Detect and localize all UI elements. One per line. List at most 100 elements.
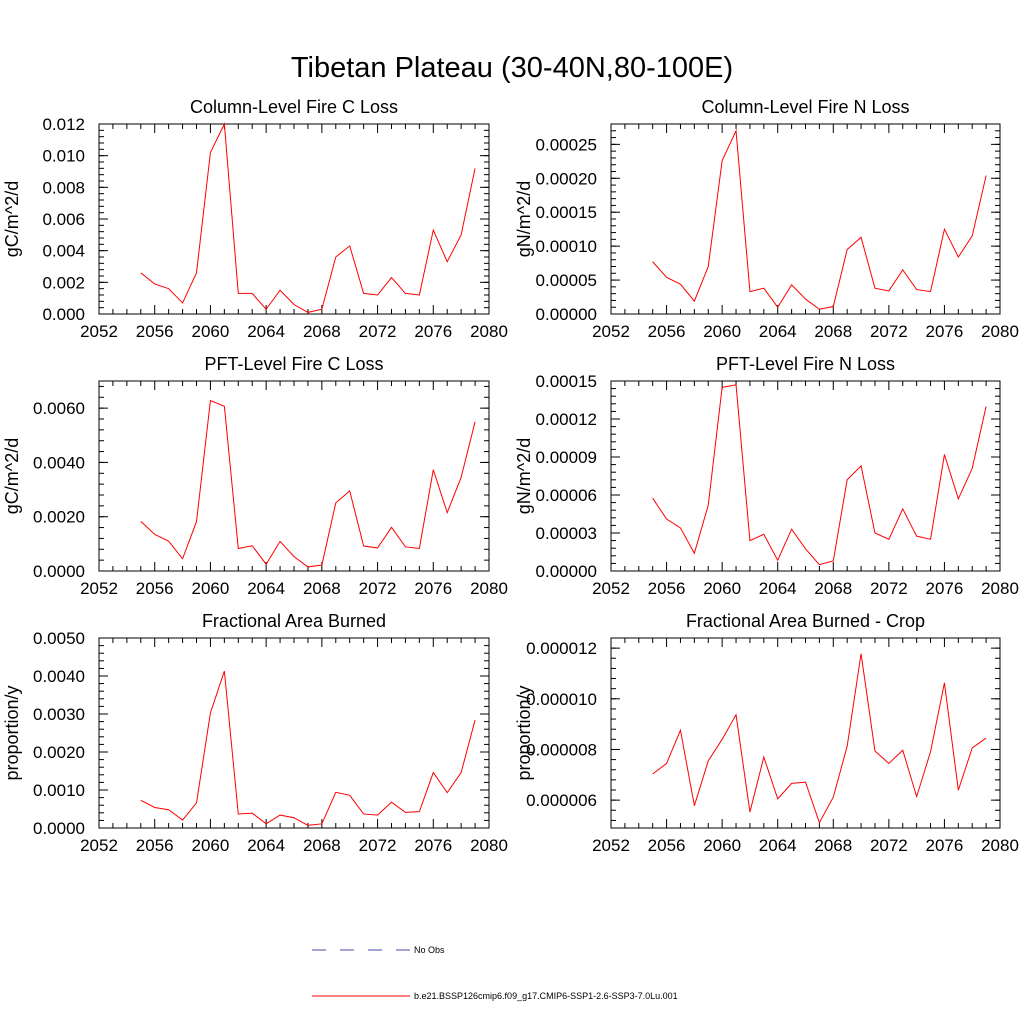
- x-tick-label: 2068: [303, 579, 341, 598]
- y-tick-label: 0.000: [42, 305, 85, 324]
- series-line: [140, 122, 476, 313]
- x-tick-label: 2076: [414, 579, 452, 598]
- x-tick-label: 2052: [80, 579, 118, 598]
- x-tick-label: 2072: [359, 579, 397, 598]
- legend: No Obs b.e21.BSSP126cmip6.f09_g17.CMIP6-…: [312, 945, 678, 1001]
- x-tick-label: 2052: [592, 579, 630, 598]
- y-tick-label: 0.0000: [33, 819, 85, 838]
- panel-6: Fractional Area Burned - Crop proportion/…: [514, 611, 1019, 855]
- x-tick-label: 2080: [981, 322, 1019, 341]
- x-tick-label: 2072: [870, 836, 908, 855]
- series-line: [652, 128, 987, 310]
- y-axis-label: gN/m^2/d: [514, 181, 534, 257]
- series-line: [140, 399, 476, 568]
- x-tick-label: 2072: [870, 322, 908, 341]
- y-tick-label: 0.00000: [536, 562, 597, 581]
- y-axis-label: gN/m^2/d: [514, 438, 534, 514]
- x-tick-label: 2068: [814, 322, 852, 341]
- y-axis-label: proportion/y: [2, 685, 22, 780]
- y-tick-label: 0.00025: [536, 135, 597, 154]
- x-tick-label: 2056: [648, 836, 686, 855]
- y-tick-label: 0.0040: [33, 667, 85, 686]
- x-tick-label: 2064: [759, 322, 797, 341]
- y-tick-label: 0.00020: [536, 169, 597, 188]
- x-tick-label: 2060: [703, 322, 741, 341]
- x-tick-label: 2076: [414, 836, 452, 855]
- legend-no-obs-label: No Obs: [414, 945, 445, 955]
- x-tick-label: 2068: [303, 322, 341, 341]
- x-tick-label: 2080: [981, 836, 1019, 855]
- panel-title: Column-Level Fire C Loss: [190, 97, 398, 117]
- x-tick-label: 2068: [814, 836, 852, 855]
- y-tick-label: 0.0060: [33, 399, 85, 418]
- y-axis-label: gC/m^2/d: [2, 438, 22, 514]
- y-tick-label: 0.00005: [536, 271, 597, 290]
- x-tick-label: 2064: [247, 579, 285, 598]
- x-tick-label: 2076: [926, 579, 964, 598]
- y-tick-label: 0.0010: [33, 781, 85, 800]
- y-tick-label: 0.012: [42, 115, 85, 134]
- x-tick-label: 2080: [470, 836, 508, 855]
- y-tick-label: 0.00009: [536, 448, 597, 467]
- panel-2: Column-Level Fire N Loss gN/m^2/d 2052 2056…: [514, 97, 1019, 341]
- panel-title: Column-Level Fire N Loss: [701, 97, 909, 117]
- y-tick-label: 0.000012: [526, 639, 597, 658]
- plot-frame: [98, 123, 490, 315]
- panel-title: Fractional Area Burned - Crop: [686, 611, 925, 631]
- x-tick-label: 2068: [814, 579, 852, 598]
- series-line: [652, 653, 987, 824]
- y-tick-label: 0.0020: [33, 743, 85, 762]
- x-tick-label: 2080: [470, 322, 508, 341]
- x-tick-label: 2060: [192, 322, 230, 341]
- x-tick-label: 2060: [192, 836, 230, 855]
- x-tick-label: 2080: [981, 579, 1019, 598]
- x-tick-label: 2064: [247, 322, 285, 341]
- series-line: [140, 670, 476, 826]
- series-line: [652, 384, 987, 566]
- plot-frame: [610, 380, 1001, 572]
- x-tick-label: 2072: [870, 579, 908, 598]
- y-axis-label: gC/m^2/d: [2, 181, 22, 257]
- panel-1: Column-Level Fire C Loss gC/m^2/d 2052 2056…: [2, 97, 508, 341]
- panel-5: Fractional Area Burned proportion/y 2052 20…: [2, 611, 508, 855]
- y-tick-label: 0.00015: [536, 203, 597, 222]
- legend-model-label: b.e21.BSSP126cmip6.f09_g17.CMIP6-SSP1-2.…: [414, 991, 678, 1001]
- x-tick-label: 2056: [136, 579, 174, 598]
- y-axis-label: proportion/y: [514, 685, 534, 780]
- x-tick-label: 2052: [80, 322, 118, 341]
- x-tick-label: 2056: [136, 322, 174, 341]
- y-tick-label: 0.000006: [526, 791, 597, 810]
- y-tick-label: 0.008: [42, 178, 85, 197]
- y-tick-label: 0.0040: [33, 453, 85, 472]
- panel-title: Fractional Area Burned: [202, 611, 386, 631]
- y-tick-label: 0.0020: [33, 508, 85, 527]
- y-tick-label: 0.0050: [33, 629, 85, 648]
- x-tick-label: 2064: [247, 836, 285, 855]
- x-tick-label: 2056: [136, 836, 174, 855]
- y-tick-label: 0.002: [42, 273, 85, 292]
- plot-frame: [98, 637, 490, 829]
- x-tick-label: 2060: [703, 836, 741, 855]
- panel-title: PFT-Level Fire N Loss: [716, 354, 895, 374]
- y-tick-label: 0.004: [42, 242, 85, 261]
- x-tick-label: 2080: [470, 579, 508, 598]
- y-tick-label: 0.000008: [526, 740, 597, 759]
- y-tick-label: 0.00000: [536, 305, 597, 324]
- y-tick-label: 0.010: [42, 147, 85, 166]
- x-tick-label: 2072: [359, 322, 397, 341]
- x-tick-label: 2056: [648, 579, 686, 598]
- y-tick-label: 0.00012: [536, 410, 597, 429]
- panel-4: PFT-Level Fire N Loss gN/m^2/d 2052 2056 206…: [514, 354, 1019, 598]
- x-tick-label: 2060: [192, 579, 230, 598]
- x-tick-label: 2068: [303, 836, 341, 855]
- x-tick-label: 2076: [414, 322, 452, 341]
- y-tick-label: 0.00003: [536, 524, 597, 543]
- x-tick-label: 2052: [592, 836, 630, 855]
- y-tick-label: 0.00015: [536, 372, 597, 391]
- y-tick-label: 0.00006: [536, 486, 597, 505]
- y-tick-label: 0.0030: [33, 705, 85, 724]
- plot-frame: [610, 123, 1001, 315]
- x-tick-label: 2076: [926, 836, 964, 855]
- figure-title: Tibetan Plateau (30-40N,80-100E): [291, 52, 733, 84]
